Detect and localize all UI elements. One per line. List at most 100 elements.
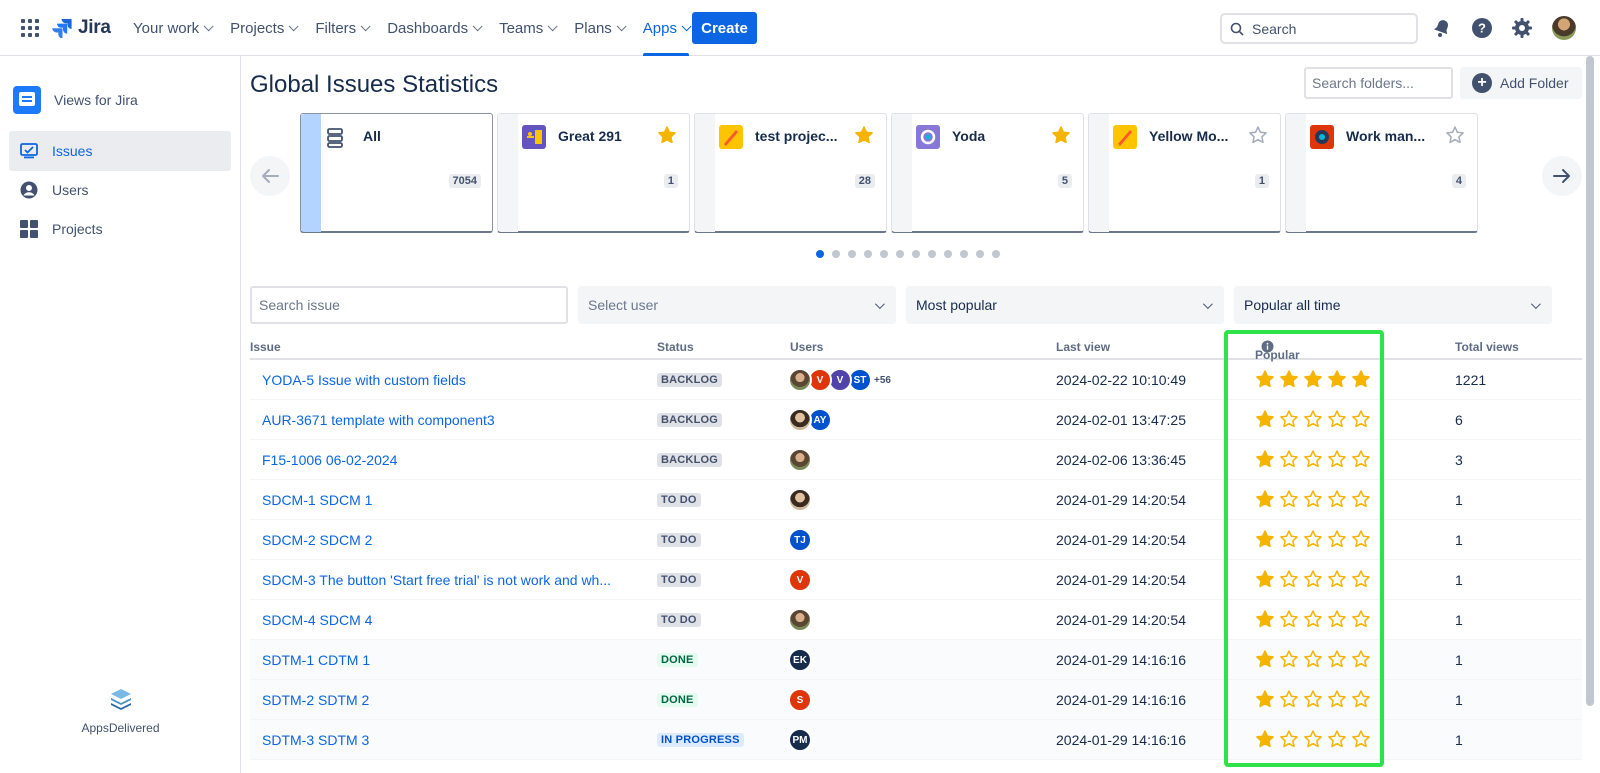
avatar[interactable]: ST	[848, 368, 872, 392]
header-issue[interactable]: Issue	[250, 340, 281, 354]
pagination-dot[interactable]	[928, 250, 936, 258]
table-row[interactable]: YODA-5 Issue with custom fields BACKLOG V V…	[250, 360, 1582, 400]
app-switcher-icon[interactable]	[21, 19, 39, 37]
project-avatar-icon	[522, 125, 546, 149]
table-row[interactable]: SDTM-2 SDTM 2 DONE S 2024-01-29 14:16:16 1	[250, 680, 1582, 720]
last-view-date: 2024-02-01 13:47:25	[1056, 412, 1186, 428]
avatar[interactable]	[788, 408, 812, 432]
pagination-dot[interactable]	[864, 250, 872, 258]
avatar[interactable]: PM	[788, 728, 812, 752]
period-select[interactable]: Popular all time	[1234, 286, 1552, 324]
pagination-dot[interactable]	[832, 250, 840, 258]
sidebar-item-issues[interactable]: Issues	[9, 131, 231, 171]
header-total-views[interactable]: Total views	[1455, 340, 1519, 354]
user-select[interactable]: Select user	[578, 286, 896, 324]
pagination-dot[interactable]	[816, 250, 824, 258]
issue-link[interactable]: SDTM-1 CDTM 1	[262, 652, 371, 668]
app-header[interactable]: Views for Jira	[13, 86, 138, 114]
settings-gear-icon[interactable]	[1509, 15, 1535, 41]
issue-link[interactable]: SDCM-3 The button 'Start free trial' is …	[262, 572, 612, 588]
carousel-next-button[interactable]	[1542, 156, 1582, 196]
pagination-dot[interactable]	[880, 250, 888, 258]
issue-link[interactable]: SDCM-2 SDCM 2	[262, 532, 373, 548]
pagination-dot[interactable]	[896, 250, 904, 258]
pagination-dot[interactable]	[912, 250, 920, 258]
table-row[interactable]: SDTM-1 CDTM 1 DONE EK 2024-01-29 14:16:16 1	[250, 640, 1582, 680]
carousel-prev-button[interactable]	[250, 156, 290, 196]
header-popular[interactable]: Popular	[1255, 340, 1300, 362]
users-cell	[788, 480, 812, 520]
pagination-dot[interactable]	[848, 250, 856, 258]
table-row[interactable]: SDCM-3 The button 'Start free trial' is …	[250, 560, 1582, 600]
star-filled-icon[interactable]	[1051, 125, 1071, 145]
search-issue-input[interactable]	[250, 286, 568, 324]
nav-item-projects[interactable]: Projects	[230, 0, 304, 56]
project-card[interactable]: Great 291 1	[497, 113, 690, 233]
pagination-dot[interactable]	[992, 250, 1000, 258]
star-outline-icon	[1303, 649, 1327, 672]
avatar-group: EK	[788, 648, 812, 672]
profile-avatar[interactable]	[1552, 16, 1576, 40]
project-name: Work man...	[1346, 128, 1426, 144]
pagination-dot[interactable]	[976, 250, 984, 258]
more-users-count[interactable]: +56	[874, 374, 891, 386]
avatar[interactable]	[788, 368, 812, 392]
project-card[interactable]: Yellow Mo... 1	[1088, 113, 1281, 233]
nav-item-filters[interactable]: Filters	[315, 0, 376, 56]
issue-link[interactable]: YODA-5 Issue with custom fields	[262, 372, 466, 388]
nav-item-label: Projects	[230, 19, 285, 37]
star-outline-icon	[1327, 689, 1351, 712]
avatar[interactable]: S	[788, 688, 812, 712]
help-icon[interactable]: ?	[1469, 15, 1495, 41]
page-scrollbar[interactable]	[1586, 56, 1594, 706]
avatar[interactable]: V	[788, 568, 812, 592]
star-filled-icon[interactable]	[657, 125, 677, 145]
sidebar-item-projects[interactable]: Projects	[9, 209, 231, 249]
project-card[interactable]: Work man... 4	[1285, 113, 1478, 233]
avatar[interactable]: EK	[788, 648, 812, 672]
jira-logo[interactable]: Jira	[52, 16, 111, 40]
table-row[interactable]: SDTM-3 SDTM 3 IN PROGRESS PM 2024-01-29 14:…	[250, 720, 1582, 760]
notifications-icon[interactable]	[1429, 15, 1455, 41]
issue-link[interactable]: SDTM-3 SDTM 3	[262, 732, 370, 748]
table-row[interactable]: SDCM-1 SDCM 1 TO DO 2024-01-29 14:20:54 1	[250, 480, 1582, 520]
project-card[interactable]: All 7054	[300, 113, 493, 233]
table-row[interactable]: AUR-3671 template with component3 BACKLOG…	[250, 400, 1582, 440]
avatar[interactable]: TJ	[788, 528, 812, 552]
chevron-down-icon	[472, 20, 483, 31]
project-card[interactable]: Yoda 5	[891, 113, 1084, 233]
sort-select[interactable]: Most popular	[906, 286, 1224, 324]
pagination-dot[interactable]	[944, 250, 952, 258]
create-button[interactable]: Create	[692, 12, 757, 44]
star-filled-icon[interactable]	[854, 125, 874, 145]
avatar[interactable]	[788, 488, 812, 512]
issue-link[interactable]: SDCM-4 SDCM 4	[262, 612, 373, 628]
avatar-group: TJ	[788, 528, 812, 552]
pagination-dot[interactable]	[960, 250, 968, 258]
table-row[interactable]: SDCM-4 SDCM 4 TO DO 2024-01-29 14:20:54 1	[250, 600, 1582, 640]
project-card[interactable]: test projec... 28	[694, 113, 887, 233]
nav-item-your-work[interactable]: Your work	[133, 0, 219, 56]
nav-item-teams[interactable]: Teams	[499, 0, 563, 56]
global-search[interactable]	[1220, 13, 1418, 44]
header-status[interactable]: Status	[657, 340, 694, 354]
search-input[interactable]	[1252, 20, 1402, 37]
star-outline-icon[interactable]	[1248, 125, 1268, 145]
issue-link[interactable]: SDTM-2 SDTM 2	[262, 692, 370, 708]
table-row[interactable]: SDCM-2 SDCM 2 TO DO TJ 2024-01-29 14:20:54 1	[250, 520, 1582, 560]
nav-item-plans[interactable]: Plans	[574, 0, 632, 56]
table-row[interactable]: F15-1006 06-02-2024 BACKLOG 2024-02-06 13:…	[250, 440, 1582, 480]
info-icon[interactable]	[1261, 340, 1274, 353]
sidebar-item-users[interactable]: Users	[9, 170, 231, 210]
issue-link[interactable]: AUR-3671 template with component3	[262, 412, 495, 428]
add-folder-button[interactable]: + Add Folder	[1460, 67, 1582, 99]
nav-item-dashboards[interactable]: Dashboards	[387, 0, 488, 56]
issue-link[interactable]: F15-1006 06-02-2024	[262, 452, 398, 468]
avatar[interactable]	[788, 448, 812, 472]
header-last-view[interactable]: Last view	[1056, 340, 1111, 354]
folder-search-input[interactable]	[1304, 67, 1453, 99]
star-outline-icon[interactable]	[1445, 125, 1465, 145]
issue-link[interactable]: SDCM-1 SDCM 1	[262, 492, 373, 508]
nav-item-apps[interactable]: Apps	[642, 0, 697, 56]
avatar[interactable]	[788, 608, 812, 632]
